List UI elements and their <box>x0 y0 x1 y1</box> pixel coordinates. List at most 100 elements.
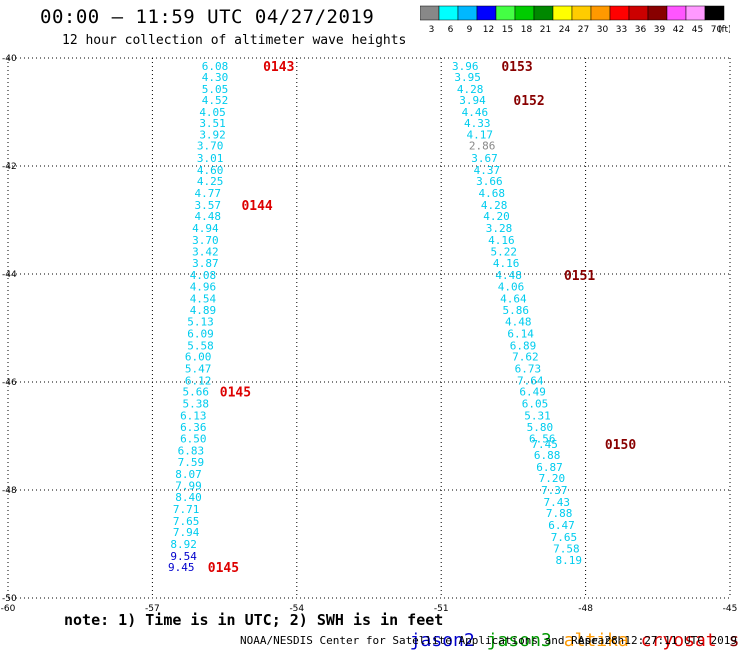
colorbar-label: 12 <box>483 25 494 35</box>
wave-height-value: 7.20 <box>539 472 566 485</box>
wave-height-value: 7.58 <box>553 542 580 555</box>
wave-height-value: 8.92 <box>170 538 197 551</box>
wave-height-value: 5.66 <box>182 386 209 399</box>
wave-height-value: 8.19 <box>556 554 583 567</box>
x-tick-label: -48 <box>578 604 593 614</box>
wave-height-value: 7.99 <box>175 480 202 493</box>
wave-height-value: 4.68 <box>478 187 505 200</box>
wave-height-value: 7.43 <box>543 496 570 509</box>
wave-height-value: 4.20 <box>483 210 510 223</box>
wave-height-value: 6.13 <box>180 409 207 422</box>
wave-height-value: 3.96 <box>452 60 479 73</box>
y-tick-label: -46 <box>2 378 17 388</box>
wave-height-value: 7.62 <box>512 351 539 364</box>
wave-height-value: 7.64 <box>517 374 544 387</box>
wave-height-value: 4.05 <box>199 106 226 119</box>
colorbar-label: 36 <box>635 25 647 35</box>
colorbar-label: 27 <box>578 25 589 35</box>
wave-height-value: 4.33 <box>464 117 491 130</box>
wave-height-value: 6.05 <box>522 398 549 411</box>
colorbar-label: 15 <box>502 25 513 35</box>
wave-height-value: 5.58 <box>187 339 214 352</box>
wave-height-value: 4.89 <box>190 304 217 317</box>
wave-height-value: 6.73 <box>515 363 542 376</box>
wave-height-value: 4.64 <box>500 292 527 305</box>
wave-height-value: 4.48 <box>505 316 532 329</box>
y-tick-label: -40 <box>2 54 17 64</box>
wave-height-value: 7.59 <box>178 456 205 469</box>
wave-height-value: 3.87 <box>192 257 219 270</box>
wave-height-value: 5.80 <box>527 421 554 434</box>
wave-height-value: 5.22 <box>491 245 518 258</box>
wave-height-value: 7.65 <box>173 515 200 528</box>
wave-height-value: 3.42 <box>192 245 219 258</box>
wave-height-value: 7.65 <box>551 531 578 544</box>
chart-subtitle: 12 hour collection of altimeter wave hei… <box>62 33 407 48</box>
wave-height-value: 9.54 <box>170 550 197 563</box>
wave-height-value: 6.83 <box>178 445 205 458</box>
wave-height-value: 7.88 <box>546 507 573 520</box>
wave-height-value: 7.37 <box>541 484 568 497</box>
wave-height-value: 6.08 <box>202 60 229 73</box>
chart-title: 00:00 – 11:59 UTC 04/27/2019 <box>40 6 375 28</box>
wave-height-value: 5.47 <box>185 363 212 376</box>
colorbar-swatch <box>704 5 725 21</box>
colorbar-label: 24 <box>559 25 571 35</box>
wave-height-value: 7.94 <box>173 526 200 539</box>
wave-height-value: 4.28 <box>457 83 484 96</box>
wave-height-value: 2.86 <box>469 139 496 152</box>
legend-cryosat: cryosat <box>640 630 717 651</box>
pass-time-label: 0153 <box>501 60 532 75</box>
pass-time-label: 0152 <box>513 94 544 109</box>
y-tick-label: -48 <box>2 486 17 496</box>
legend-jason3: jason3 <box>486 630 552 651</box>
colorbar-label: 39 <box>654 25 666 35</box>
wave-height-value: 4.60 <box>197 164 224 177</box>
wave-height-value: 8.40 <box>175 491 202 504</box>
wave-height-value: 4.94 <box>192 222 219 235</box>
x-tick-label: -51 <box>434 604 449 614</box>
wave-height-value: 6.50 <box>180 433 207 446</box>
colorbar-label: 3 <box>429 25 435 35</box>
wave-height-value: 3.70 <box>192 234 219 247</box>
wave-height-value: 4.30 <box>202 71 229 84</box>
wave-height-value: 5.38 <box>182 398 209 411</box>
wave-height-value: 3.67 <box>471 152 498 165</box>
x-tick-label: -57 <box>145 604 160 614</box>
wave-height-value: 5.31 <box>524 409 551 422</box>
wave-height-value: 6.14 <box>507 327 534 340</box>
satellite-legend: jason2 jason3 altika cryosat s3a <box>388 609 740 651</box>
colorbar-label: 70 <box>711 25 723 35</box>
wave-height-value: 5.86 <box>503 304 530 317</box>
y-tick-label: -44 <box>2 270 17 280</box>
wave-height-value: 4.96 <box>190 280 217 293</box>
wave-height-value: 7.45 <box>531 438 558 451</box>
pass-time-label: 0145 <box>208 561 239 576</box>
x-tick-label: -60 <box>1 604 16 614</box>
footer-note: note: 1) Time is in UTC; 2) SWH is in fe… <box>64 611 444 629</box>
wave-height-value: 3.28 <box>486 222 513 235</box>
wave-height-value: 4.16 <box>488 234 515 247</box>
wave-height-value: 8.07 <box>175 468 202 481</box>
wave-height-value: 4.08 <box>190 269 217 282</box>
colorbar-label: 33 <box>616 25 627 35</box>
wave-height-value: 3.66 <box>476 175 503 188</box>
legend-altika: altika <box>563 630 629 651</box>
wave-height-value: 3.92 <box>199 129 226 142</box>
wave-height-value: 4.52 <box>202 94 229 107</box>
credit-text: NOAA/NESDIS Center for Satellite Applica… <box>240 634 625 647</box>
colorbar-unit: (ft) <box>718 25 730 35</box>
wave-height-value: 4.54 <box>190 292 217 305</box>
wave-height-value: 6.88 <box>534 449 561 462</box>
wave-height-value: 6.36 <box>180 421 207 434</box>
pass-time-label: 0150 <box>605 438 636 453</box>
pass-time-label: 0144 <box>241 199 272 214</box>
colorbar-label: 21 <box>540 25 551 35</box>
wave-height-value: 5.05 <box>202 83 229 96</box>
wave-height-value: 4.37 <box>474 164 501 177</box>
wave-height-value: 9.45 <box>168 561 195 574</box>
colorbar-label: 9 <box>467 25 473 35</box>
wave-height-value: 6.89 <box>510 339 537 352</box>
y-tick-label: -50 <box>2 594 17 604</box>
